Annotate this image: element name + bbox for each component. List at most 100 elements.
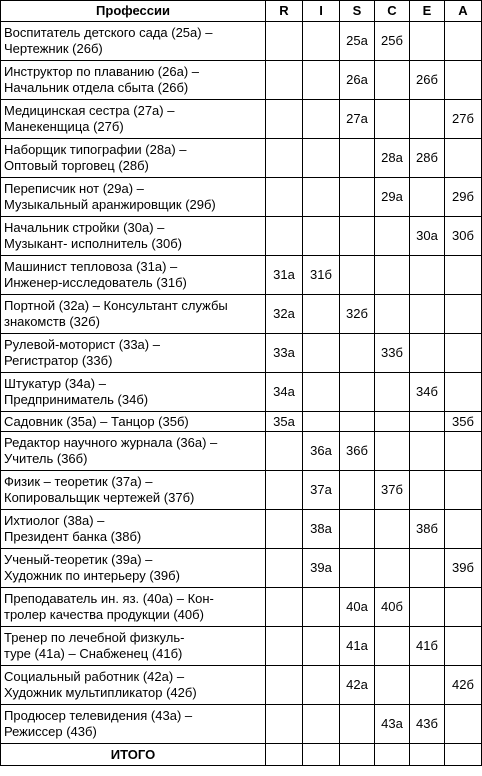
mark-cell-c: 33б [374, 333, 410, 373]
mark-cell-s: 25а [339, 21, 375, 61]
mark-cell-e [409, 99, 445, 139]
mark-cell-r [265, 21, 303, 61]
mark-cell-c [374, 99, 410, 139]
mark-cell-s [339, 333, 375, 373]
profession-line-2: Музыкальный аранжировщик (29б) [4, 197, 216, 212]
profession-line-2: Предприниматель (34б) [4, 392, 149, 407]
profession-cell: Штукатур (34а) – Предприниматель (34б) [0, 372, 266, 412]
profession-cell: Медицинская сестра (27а) – Манекенщица (2… [0, 99, 266, 139]
mark-cell-e [409, 587, 445, 627]
mark-cell-e [409, 177, 445, 217]
mark-cell-i [302, 138, 340, 178]
mark-cell-e [409, 21, 445, 61]
profession-line-1: Начальник стройки (30а) – [4, 220, 165, 235]
mark-cell-e: 38б [409, 509, 445, 549]
mark-cell-e: 41б [409, 626, 445, 666]
header-col-e: E [409, 0, 445, 22]
mark-cell-a [444, 509, 482, 549]
mark-cell-a [444, 704, 482, 744]
total-cell-c [374, 743, 410, 766]
mark-cell-e [409, 411, 445, 432]
mark-cell-s: 40а [339, 587, 375, 627]
mark-cell-e: 34б [409, 372, 445, 412]
mark-cell-c: 28а [374, 138, 410, 178]
profession-line-1: Воспитатель детского сада (25а) – [4, 25, 213, 40]
profession-line-1: Социальный работник (42а) – [4, 669, 185, 684]
mark-cell-c [374, 509, 410, 549]
profession-cell: Начальник стройки (30а) – Музыкант- испол… [0, 216, 266, 256]
mark-cell-c: 25б [374, 21, 410, 61]
mark-cell-s [339, 704, 375, 744]
table-row: Ученый-теоретик (39а) – Художник по интер… [0, 548, 482, 588]
mark-cell-c [374, 372, 410, 412]
profession-cell: Социальный работник (42а) – Художник муль… [0, 665, 266, 705]
total-row: ИТОГО [0, 743, 482, 766]
profession-cell: Машинист тепловоза (31а) – Инженер-исслед… [0, 255, 266, 295]
profession-line-2: Инженер-исследователь (31б) [4, 275, 187, 290]
mark-cell-s [339, 216, 375, 256]
mark-cell-e [409, 333, 445, 373]
total-cell-e [409, 743, 445, 766]
profession-cell: Продюсер телевидения (43а) – Режиссер (43… [0, 704, 266, 744]
mark-cell-r [265, 704, 303, 744]
mark-cell-c [374, 548, 410, 588]
profession-cell: Ученый-теоретик (39а) – Художник по интер… [0, 548, 266, 588]
mark-cell-s [339, 548, 375, 588]
profession-cell: Преподаватель ин. яз. (40а) – Кон-тролер… [0, 587, 266, 627]
mark-cell-r [265, 431, 303, 471]
table-row: Садовник (35а) – Танцор (35б) 35а 35б [0, 411, 482, 432]
mark-cell-a: 35б [444, 411, 482, 432]
mark-cell-c: 40б [374, 587, 410, 627]
profession-line-2: Музыкант- исполнитель (30б) [4, 236, 182, 251]
mark-cell-i [302, 704, 340, 744]
table-row: Тренер по лечебной физкуль-туре (41а) – … [0, 626, 482, 666]
mark-cell-e: 26б [409, 60, 445, 100]
mark-cell-i [302, 216, 340, 256]
mark-cell-i [302, 21, 340, 61]
mark-cell-a [444, 333, 482, 373]
mark-cell-i [302, 177, 340, 217]
mark-cell-c [374, 294, 410, 334]
profession-line-2: Начальник отдела сбыта (26б) [4, 80, 189, 95]
mark-cell-e: 28б [409, 138, 445, 178]
mark-cell-r: 35а [265, 411, 303, 432]
mark-cell-a [444, 138, 482, 178]
mark-cell-i: 39а [302, 548, 340, 588]
total-cell-r [265, 743, 303, 766]
table-row: Медицинская сестра (27а) – Манекенщица (2… [0, 99, 482, 139]
profession-line-2: Чертежник (26б) [4, 41, 103, 56]
mark-cell-i [302, 626, 340, 666]
profession-line-2: Режиссер (43б) [4, 724, 97, 739]
mark-cell-r [265, 216, 303, 256]
mark-cell-s: 32б [339, 294, 375, 334]
profession-cell: Наборщик типографии (28а) – Оптовый торго… [0, 138, 266, 178]
mark-cell-i: 37а [302, 470, 340, 510]
table-row: Портной (32а) – Консультант службы знаком… [0, 294, 482, 334]
professions-body: Воспитатель детского сада (25а) – Чертежн… [0, 21, 482, 744]
mark-cell-s [339, 411, 375, 432]
mark-cell-r: 32а [265, 294, 303, 334]
mark-cell-a [444, 21, 482, 61]
mark-cell-c [374, 255, 410, 295]
mark-cell-s: 42а [339, 665, 375, 705]
mark-cell-a [444, 470, 482, 510]
profession-cell: Переписчик нот (29а) – Музыкальный аранжи… [0, 177, 266, 217]
mark-cell-s: 27а [339, 99, 375, 139]
table-row: Наборщик типографии (28а) – Оптовый торго… [0, 138, 482, 178]
table-row: Инструктор по плаванию (26а) – Начальник … [0, 60, 482, 100]
profession-line-2: знакомств (32б) [4, 314, 100, 329]
total-cell-s [339, 743, 375, 766]
mark-cell-s [339, 509, 375, 549]
profession-cell: Воспитатель детского сада (25а) – Чертежн… [0, 21, 266, 61]
mark-cell-a [444, 626, 482, 666]
mark-cell-e [409, 431, 445, 471]
profession-line-1: Ученый-теоретик (39а) – [4, 552, 153, 567]
header-col-a: A [444, 0, 482, 22]
profession-line-1: Штукатур (34а) – [4, 376, 106, 391]
mark-cell-i [302, 333, 340, 373]
profession-line-1: Наборщик типографии (28а) – [4, 142, 187, 157]
profession-line-1: Рулевой-моторист (33а) – [4, 337, 160, 352]
profession-line-2: туре (41а) – Снабженец (41б) [4, 646, 183, 661]
profession-line-2: Копировальщик чертежей (37б) [4, 490, 195, 505]
